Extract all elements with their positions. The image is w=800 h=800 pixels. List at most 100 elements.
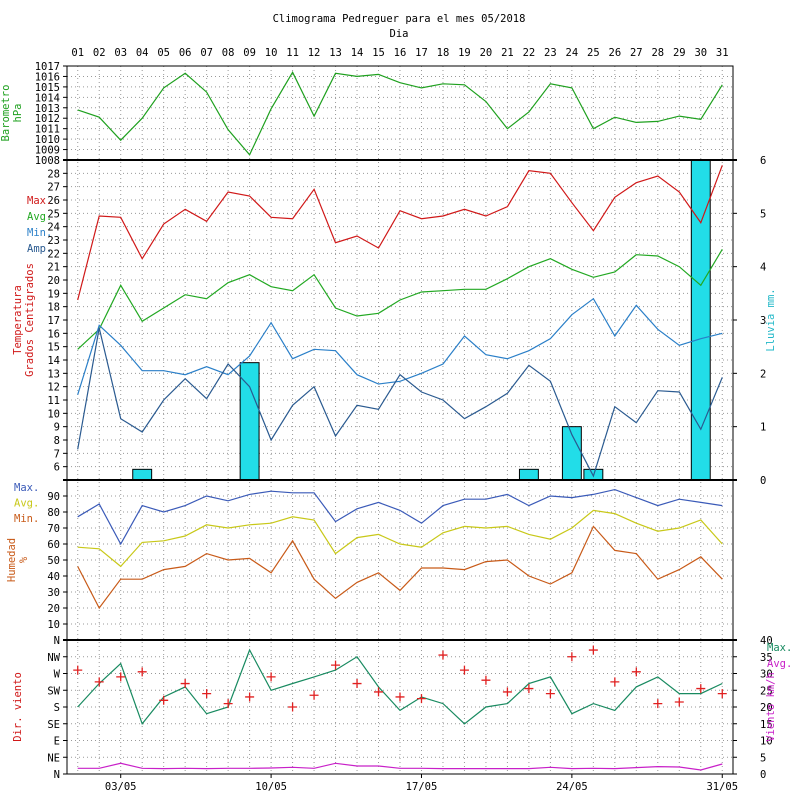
day-label: 29 bbox=[673, 47, 686, 59]
pressure-tick-label: 1010 bbox=[35, 134, 60, 146]
temperature-tick-label: 17 bbox=[47, 315, 60, 327]
temperature-tick-label: 11 bbox=[47, 395, 60, 407]
wind-direction-tick-label: NW bbox=[47, 652, 60, 664]
day-label: 27 bbox=[630, 47, 643, 59]
wind-direction-marker bbox=[524, 684, 534, 694]
wind-direction-marker bbox=[567, 652, 577, 662]
wind-direction-tick-label: E bbox=[54, 736, 60, 748]
pressure-axis-label: Barometro bbox=[0, 85, 12, 142]
wind-direction-tick-label: SW bbox=[47, 685, 60, 697]
wind-direction-marker bbox=[159, 695, 169, 705]
wind-direction-tick-label: S bbox=[54, 702, 60, 714]
pressure-tick-label: 1017 bbox=[35, 61, 60, 73]
humidity-tick-label: 90 bbox=[47, 491, 60, 503]
humidity-axis-label: Humedad bbox=[6, 538, 18, 582]
temperature-tick-label: 25 bbox=[47, 208, 60, 220]
day-label: 15 bbox=[372, 47, 385, 59]
temperature-tick-label: 14 bbox=[47, 355, 60, 367]
wind-speed-tick-label: 20 bbox=[760, 702, 773, 714]
wind-speed-tick-label: 25 bbox=[760, 685, 773, 697]
temperature-tick-label: 24 bbox=[47, 222, 60, 234]
wind-direction-marker bbox=[653, 699, 663, 709]
wind-direction-marker bbox=[266, 672, 276, 682]
day-label: 24 bbox=[566, 47, 579, 59]
series-layer bbox=[73, 71, 727, 771]
wind-direction-marker bbox=[288, 702, 298, 712]
day-label: 11 bbox=[286, 47, 299, 59]
chart-subtitle: Dia bbox=[390, 28, 409, 40]
temperature-tick-label: 12 bbox=[47, 382, 60, 394]
day-label: 07 bbox=[200, 47, 213, 59]
day-label: 09 bbox=[243, 47, 256, 59]
day-label: 31 bbox=[716, 47, 729, 59]
wind-direction-marker bbox=[631, 667, 641, 677]
pressure-tick-label: 1009 bbox=[35, 145, 60, 157]
humidity-tick-label: 80 bbox=[47, 507, 60, 519]
temperature-axis-label: Temperatura bbox=[12, 285, 24, 355]
wind-direction-marker bbox=[116, 672, 126, 682]
pressure-tick-label: 1011 bbox=[35, 124, 60, 136]
day-label: 10 bbox=[265, 47, 278, 59]
day-label: 26 bbox=[609, 47, 622, 59]
pressure-tick-label: 1008 bbox=[35, 155, 60, 167]
humidity-legend-item: Max. bbox=[14, 482, 39, 494]
h-min-line bbox=[77, 525, 723, 610]
wind-direction-marker bbox=[588, 645, 598, 655]
day-label: 18 bbox=[437, 47, 450, 59]
wind-speed-tick-label: 10 bbox=[760, 736, 773, 748]
wind-direction-axis-label: Dir. viento bbox=[12, 672, 24, 742]
wind-direction-marker bbox=[481, 675, 491, 685]
day-label: 05 bbox=[157, 47, 170, 59]
rain-bar bbox=[132, 468, 153, 481]
temperature-tick-label: 19 bbox=[47, 288, 60, 300]
temperature-tick-label: 23 bbox=[47, 235, 60, 247]
panel-frames bbox=[63, 65, 737, 778]
wind-direction-marker bbox=[309, 690, 319, 700]
day-label: 30 bbox=[694, 47, 707, 59]
day-label: 17 bbox=[415, 47, 428, 59]
day-label: 02 bbox=[93, 47, 106, 59]
wind-direction-marker bbox=[696, 684, 706, 694]
rain-bar bbox=[690, 159, 711, 481]
day-label: 21 bbox=[501, 47, 514, 59]
date-label: 10/05 bbox=[255, 781, 287, 793]
temperature-legend-item: Min. bbox=[27, 227, 52, 239]
pressure-tick-label: 1016 bbox=[35, 71, 60, 83]
rain-axis-label: Lluvia mm. bbox=[765, 288, 777, 351]
wind-direction-tick-label: SE bbox=[47, 719, 60, 731]
wind-direction-marker bbox=[223, 699, 233, 709]
wind-direction-tick-label: NE bbox=[47, 752, 60, 764]
rain-tick-label: 1 bbox=[760, 422, 766, 434]
pressure-tick-label: 1014 bbox=[35, 92, 60, 104]
wind-legend-item: Avg. bbox=[767, 658, 792, 670]
rain-tick-label: 6 bbox=[760, 155, 766, 167]
wind-direction-marker bbox=[459, 665, 469, 675]
wind-direction-marker bbox=[438, 650, 448, 660]
rain-bar bbox=[518, 468, 539, 481]
temperature-tick-label: 26 bbox=[47, 195, 60, 207]
t-min-line bbox=[77, 297, 723, 395]
humidity-tick-label: 30 bbox=[47, 587, 60, 599]
day-label: 22 bbox=[523, 47, 536, 59]
temperature-tick-label: 15 bbox=[47, 342, 60, 354]
humidity-tick-label: 40 bbox=[47, 571, 60, 583]
day-label: 16 bbox=[394, 47, 407, 59]
wind-speed-tick-label: 5 bbox=[760, 752, 766, 764]
rain-tick-label: 2 bbox=[760, 368, 766, 380]
wind-direction-marker bbox=[395, 692, 405, 702]
h-avg-line bbox=[77, 509, 723, 568]
rain-tick-label: 0 bbox=[760, 475, 766, 487]
temperature-tick-label: 6 bbox=[54, 462, 60, 474]
humidity-tick-label: 60 bbox=[47, 539, 60, 551]
wind-speed-axis-label: Viento km/h bbox=[765, 672, 777, 742]
temperature-legend-item: Max. bbox=[27, 195, 52, 207]
pressure-line bbox=[77, 71, 723, 156]
temperature-tick-label: 21 bbox=[47, 262, 60, 274]
humidity-legend-item: Avg. bbox=[14, 498, 39, 510]
temperature-tick-label: 22 bbox=[47, 248, 60, 260]
wind-direction-tick-label: N bbox=[54, 769, 60, 781]
wind-direction-marker bbox=[94, 677, 104, 687]
wind-direction-marker bbox=[180, 679, 190, 689]
wind-direction-tick-label: W bbox=[54, 669, 61, 681]
temperature-legend-item: Amp. bbox=[27, 243, 52, 255]
